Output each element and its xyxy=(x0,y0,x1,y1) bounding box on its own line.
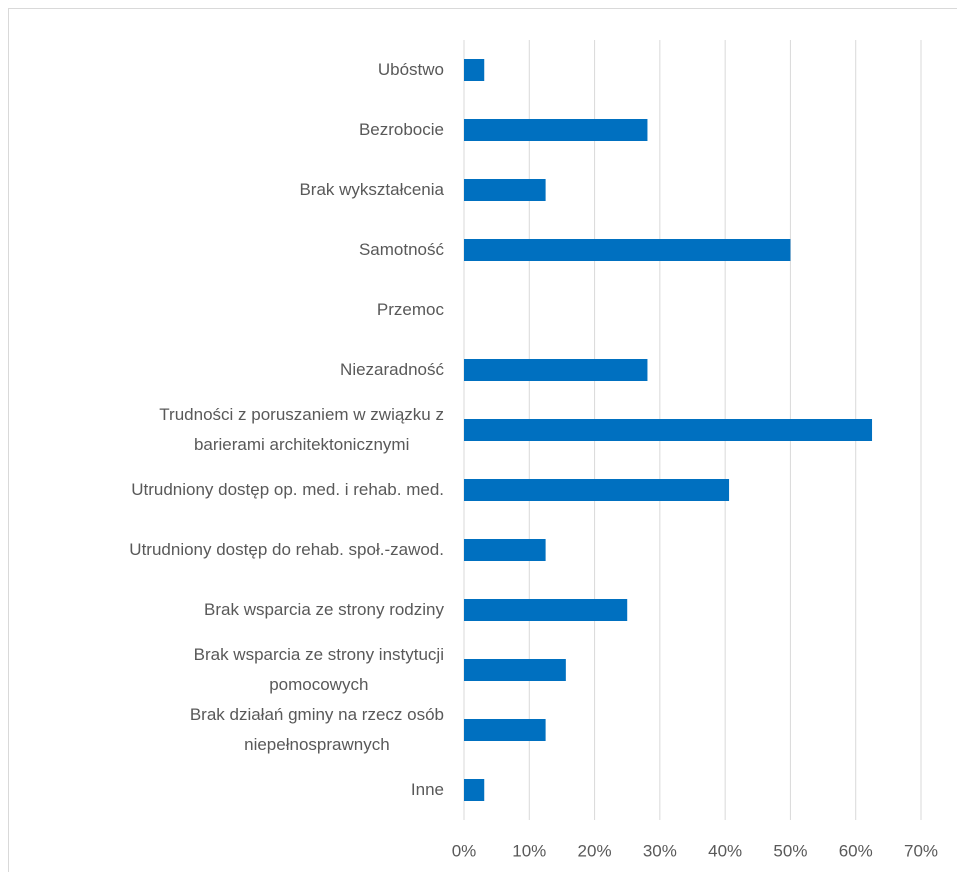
bar xyxy=(464,179,546,201)
y-tick-label: Brak wykształcenia xyxy=(299,180,444,199)
y-tick-label: Utrudniony dostęp op. med. i rehab. med. xyxy=(131,480,444,499)
y-tick-label: Samotność xyxy=(358,240,444,259)
bar xyxy=(464,119,648,141)
x-tick-label: 20% xyxy=(578,841,612,860)
bar xyxy=(464,659,566,681)
x-tick-label: 30% xyxy=(643,841,677,860)
x-tick-label: 60% xyxy=(839,841,873,860)
y-tick-label: Brak wsparcia ze strony rodziny xyxy=(204,600,444,619)
bar xyxy=(464,539,546,561)
y-tick-label: Bezrobocie xyxy=(358,120,444,139)
y-tick-label: Inne xyxy=(410,780,444,799)
x-tick-label: 70% xyxy=(904,841,938,860)
y-tick-label: Niezaradność xyxy=(340,360,444,379)
bar xyxy=(464,59,485,81)
bar xyxy=(464,599,628,621)
bar xyxy=(464,359,648,381)
x-tick-label: 50% xyxy=(773,841,807,860)
x-tick-label: 40% xyxy=(708,841,742,860)
bar xyxy=(464,479,730,501)
x-tick-label: 0% xyxy=(452,841,477,860)
x-tick-label: 10% xyxy=(512,841,546,860)
bar xyxy=(464,419,873,441)
bar xyxy=(464,779,485,801)
y-tick-label: Utrudniony dostęp do rehab. społ.-zawod. xyxy=(129,540,444,559)
bar xyxy=(464,719,546,741)
y-tick-label: Brak wsparcia ze strony instytucji pomoc… xyxy=(193,645,444,694)
y-tick-label: Brak działań gminy na rzecz osób niepełn… xyxy=(189,705,444,754)
y-tick-label: Przemoc xyxy=(376,300,444,319)
y-tick-label: Ubóstwo xyxy=(377,60,444,79)
y-tick-label: Trudności z poruszaniem w związku z bari… xyxy=(159,405,444,454)
bar xyxy=(464,239,791,261)
chart-border xyxy=(8,8,957,872)
